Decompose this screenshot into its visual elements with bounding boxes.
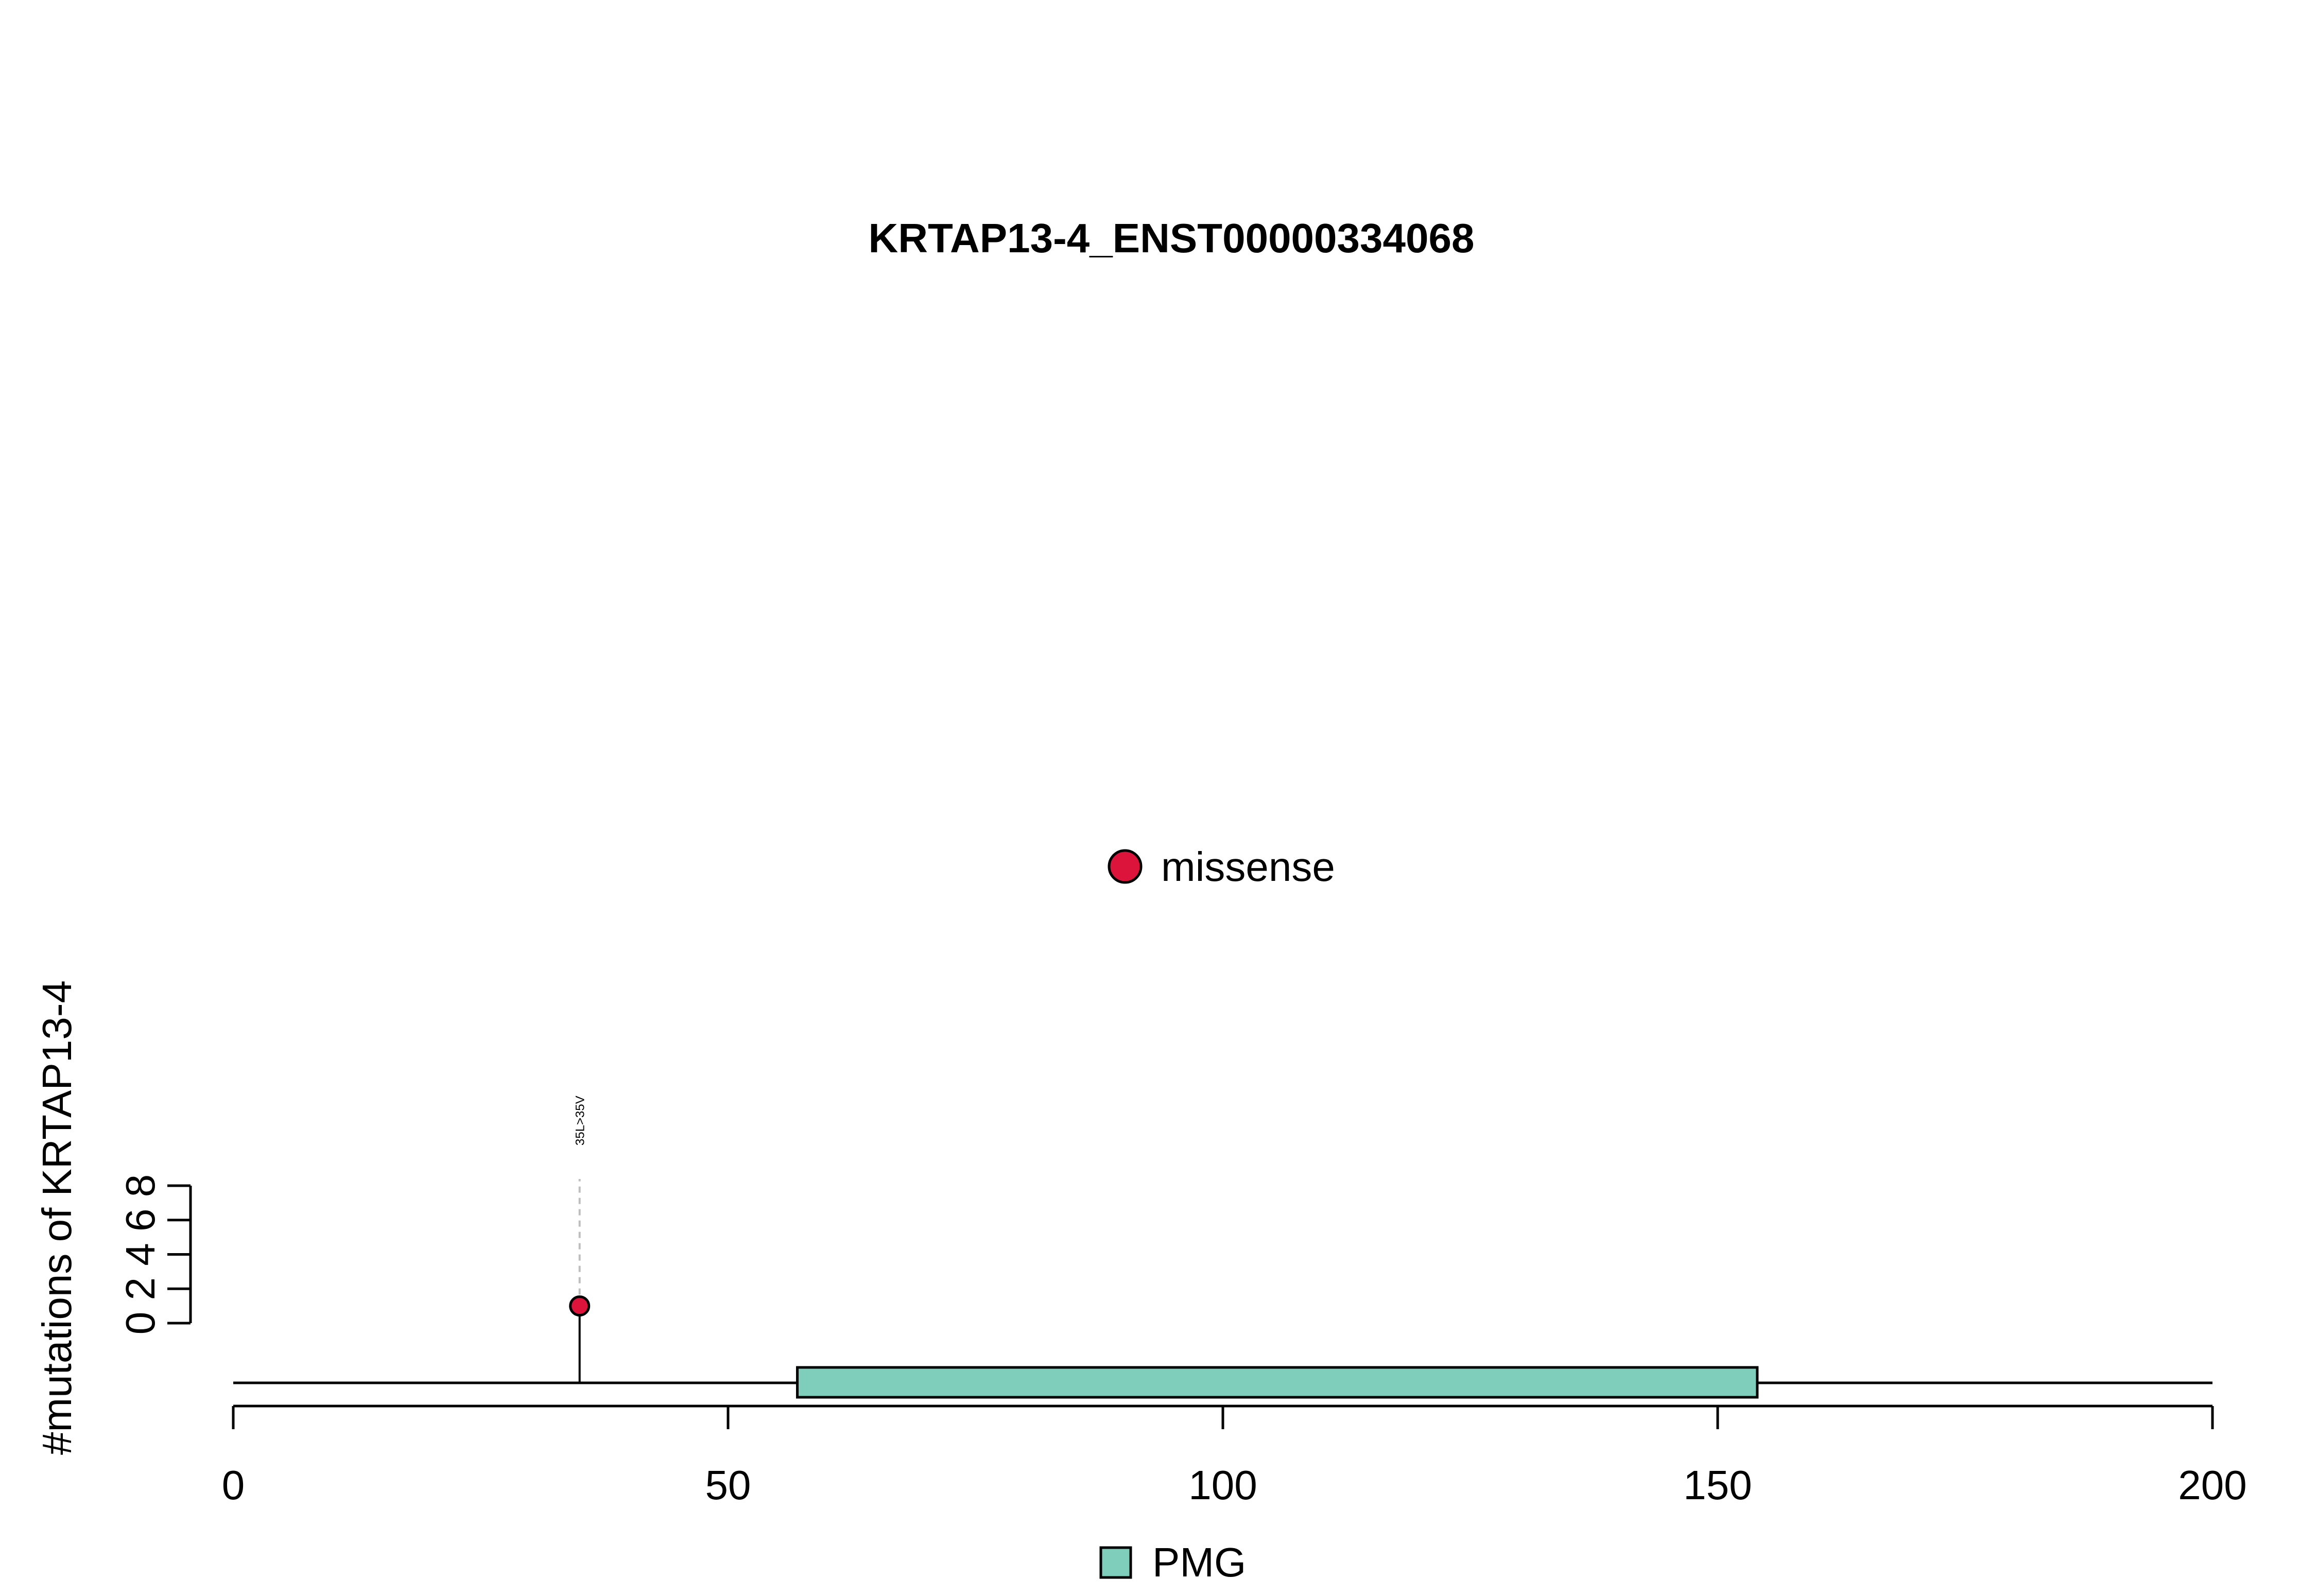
x-tick-label-200: 200 bbox=[2178, 1462, 2246, 1508]
mutation-label-0: 35L>35V bbox=[574, 1096, 587, 1146]
legend-PMG-label: PMG bbox=[1152, 1539, 1246, 1585]
domain-legend: PMG bbox=[1099, 1539, 1246, 1585]
y-axis-label: #mutations of KRTAP13-4 bbox=[34, 980, 80, 1455]
chart-title: KRTAP13-4_ENST00000334068 bbox=[869, 215, 1475, 261]
domain-PMG bbox=[796, 1366, 1759, 1399]
mutation-lollipops: 35L>35V bbox=[569, 1096, 591, 1383]
x-tick-label-0: 0 bbox=[222, 1462, 245, 1508]
x-axis: 0 50 100 150 200 bbox=[222, 1404, 2247, 1508]
mutation-legend: missense bbox=[1108, 844, 1335, 890]
legend-PMG-swatch bbox=[1099, 1546, 1132, 1579]
mutation-dot-0 bbox=[569, 1295, 591, 1317]
y-tick-label-6: 6 bbox=[117, 1209, 163, 1232]
y-tick-label-8: 8 bbox=[117, 1174, 163, 1198]
x-tick-label-50: 50 bbox=[705, 1462, 751, 1508]
y-tick-label-2: 2 bbox=[117, 1277, 163, 1300]
y-axis: 0 2 4 6 8 bbox=[117, 1174, 192, 1335]
legend-missense-dot bbox=[1108, 849, 1143, 884]
x-tick-label-100: 100 bbox=[1188, 1462, 1257, 1508]
protein-track bbox=[233, 1366, 2212, 1399]
y-tick-label-4: 4 bbox=[117, 1243, 163, 1266]
x-tick-label-150: 150 bbox=[1683, 1462, 1752, 1508]
y-tick-label-0: 0 bbox=[117, 1312, 163, 1335]
legend-missense-label: missense bbox=[1161, 844, 1335, 890]
